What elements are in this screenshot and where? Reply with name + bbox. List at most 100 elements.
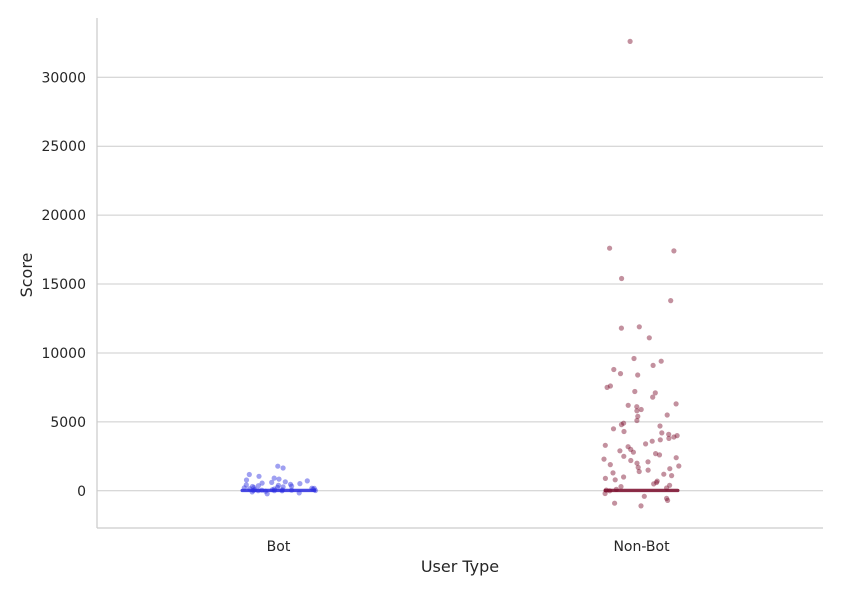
data-point-bot [275, 463, 281, 469]
data-point-non-bot [625, 402, 631, 408]
x-tick-label: Non-Bot [613, 539, 670, 555]
data-point-non-bot [611, 366, 617, 373]
data-point-non-bot [664, 495, 670, 501]
data-point-non-bot [621, 453, 627, 459]
data-point-non-bot [618, 484, 624, 490]
data-point-non-bot [667, 466, 673, 472]
y-tick-label: 10000 [41, 346, 86, 362]
y-tick-label: 30000 [41, 70, 86, 86]
data-point-non-bot [638, 406, 644, 413]
data-point-non-bot [668, 298, 674, 304]
data-point-bot [255, 483, 261, 489]
x-tick-labels: Bot Non-Bot [267, 539, 670, 555]
data-point-non-bot [638, 503, 644, 509]
data-point-non-bot [664, 412, 670, 418]
data-point-bot [280, 465, 286, 471]
data-point-non-bot [628, 457, 634, 464]
data-point-non-bot [635, 372, 641, 378]
data-point-non-bot [617, 371, 624, 377]
data-point-non-bot [619, 275, 625, 282]
data-point-non-bot [631, 355, 637, 362]
data-point-non-bot [618, 325, 625, 331]
data-point-non-bot [621, 474, 627, 480]
dense-points-non-bot [603, 488, 680, 493]
data-point-non-bot [602, 475, 609, 481]
data-point-bot [243, 482, 249, 488]
data-point-non-bot [643, 441, 649, 447]
data-point-non-bot [601, 456, 607, 462]
data-point-bot [249, 483, 256, 490]
data-point-non-bot [671, 248, 677, 254]
data-point-non-bot [666, 431, 672, 437]
y-tick-label: 5000 [50, 415, 86, 431]
data-point-bot [271, 475, 277, 481]
data-point-bot [297, 481, 303, 487]
data-point-non-bot [617, 448, 623, 454]
y-tick-label: 15000 [41, 277, 86, 293]
data-point-non-bot [661, 471, 667, 477]
data-point-non-bot [646, 335, 652, 341]
data-point-non-bot [667, 482, 673, 488]
data-point-non-bot [645, 459, 651, 465]
y-tick-label: 25000 [41, 139, 86, 155]
y-tick-label: 0 [77, 484, 86, 500]
data-point-non-bot [654, 478, 660, 484]
data-point-non-bot [673, 401, 679, 407]
data-point-non-bot [635, 464, 641, 470]
data-point-non-bot [649, 438, 655, 444]
data-point-bot [275, 482, 281, 488]
data-point-bot [287, 481, 294, 487]
data-point-non-bot [630, 449, 637, 455]
x-axis-title: User Type [421, 557, 499, 576]
data-point-bot [256, 473, 262, 479]
data-point-non-bot [621, 428, 627, 435]
data-point-bot [259, 480, 265, 486]
x-tick-label: Bot [267, 539, 291, 555]
data-point-non-bot [653, 451, 659, 457]
data-point-bot [282, 479, 288, 485]
data-point-non-bot [634, 417, 640, 424]
data-point-non-bot [628, 446, 634, 452]
y-axis-title: Score [17, 253, 36, 298]
data-point-non-bot [610, 426, 617, 432]
data-point-non-bot [657, 423, 663, 429]
data-point-non-bot [607, 462, 613, 468]
data-point-non-bot [618, 422, 625, 428]
data-point-non-bot [602, 442, 608, 448]
data-point-non-bot [627, 38, 633, 45]
data-point-bot [280, 484, 286, 490]
data-point-bot [276, 476, 282, 482]
data-point-non-bot [669, 473, 675, 479]
data-point-bot [243, 477, 250, 483]
data-point-non-bot [645, 467, 651, 473]
data-point-non-bot [653, 479, 660, 486]
grid-lines [97, 76, 823, 492]
y-tick-label: 20000 [41, 208, 86, 224]
y-tick-labels: 0 5000 10000 15000 20000 25000 30000 [41, 70, 86, 500]
data-point-non-bot [666, 435, 672, 441]
data-point-non-bot [621, 420, 627, 426]
data-point-non-bot [607, 383, 614, 389]
data-point-non-bot [602, 490, 608, 497]
data-point-non-bot [652, 390, 658, 396]
data-point-non-bot [650, 362, 656, 368]
data-point-non-bot [671, 434, 677, 440]
data-point-bot [246, 471, 252, 478]
data-point-non-bot [641, 493, 647, 499]
data-point-non-bot [612, 500, 618, 506]
data-point-non-bot [612, 477, 618, 483]
data-point-non-bot [632, 388, 638, 395]
data-point-non-bot [604, 384, 610, 390]
data-point-non-bot [676, 463, 682, 469]
data-point-non-bot [635, 413, 641, 419]
data-point-non-bot [651, 481, 657, 487]
data-point-bot [289, 483, 295, 489]
data-points [240, 38, 682, 509]
data-point-non-bot [610, 470, 616, 476]
data-point-non-bot [658, 358, 664, 364]
data-point-non-bot [634, 404, 640, 410]
data-point-non-bot [607, 245, 613, 251]
data-point-non-bot [656, 452, 663, 458]
data-point-bot [304, 478, 310, 484]
